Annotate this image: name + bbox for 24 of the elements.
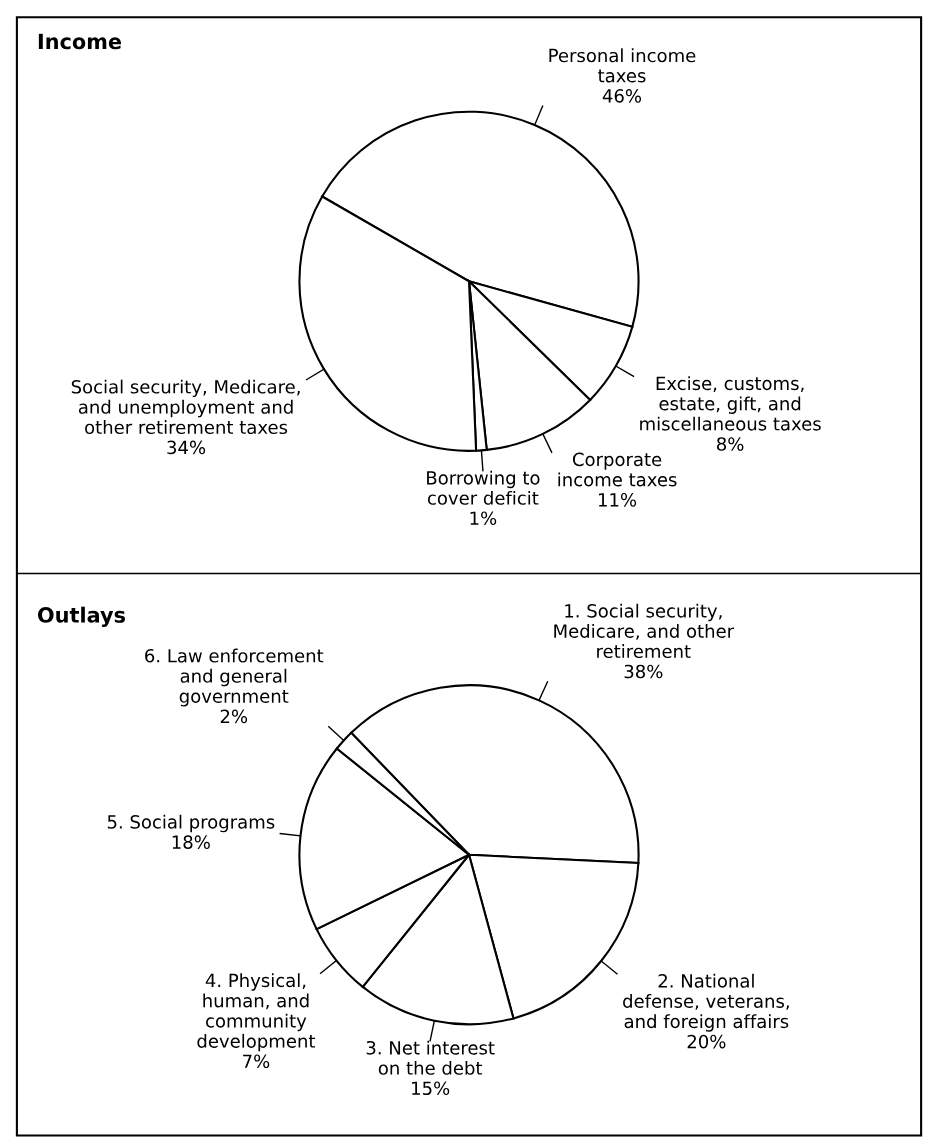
data-label: 1% bbox=[470, 511, 497, 526]
chart-title: Outlays bbox=[38, 606, 125, 628]
data-label: 7% bbox=[243, 1054, 270, 1069]
data-label: 38% bbox=[624, 664, 663, 679]
slice-label: 3. Net interest on the debt bbox=[366, 1040, 495, 1075]
data-label: 15% bbox=[412, 1081, 450, 1096]
data-label: 11% bbox=[598, 493, 637, 507]
data-label: 46% bbox=[602, 89, 642, 103]
data-label: 8% bbox=[717, 437, 744, 451]
data-label: 18% bbox=[172, 835, 210, 849]
data-label: 34% bbox=[167, 440, 206, 455]
slice-label: Borrowing to cover deficit bbox=[427, 470, 540, 505]
slice-label: 1. Social security, Medicare, and other retirement bbox=[554, 603, 735, 659]
slice-label: Social security, Medicare, and unemployment and other retirement taxes bbox=[71, 379, 300, 435]
slice-label: Excise, customs, estate, gift, and miscellaneous taxes bbox=[640, 376, 821, 431]
data-label: 20% bbox=[687, 1034, 726, 1049]
slice-label: 6. Law enforcement and general government bbox=[145, 648, 324, 707]
slice-label: Personal income taxes bbox=[549, 48, 696, 83]
slice-label: Corporate income taxes bbox=[558, 452, 677, 487]
slice-label: 4. Physical, human, and community development bbox=[197, 973, 316, 1052]
data-label: 2% bbox=[220, 709, 248, 724]
chart-title: Income bbox=[38, 33, 122, 50]
slice-label: 5. Social programs bbox=[107, 814, 275, 833]
slice-label: 2. National defense, veterans, and foreign affairs bbox=[623, 973, 789, 1032]
